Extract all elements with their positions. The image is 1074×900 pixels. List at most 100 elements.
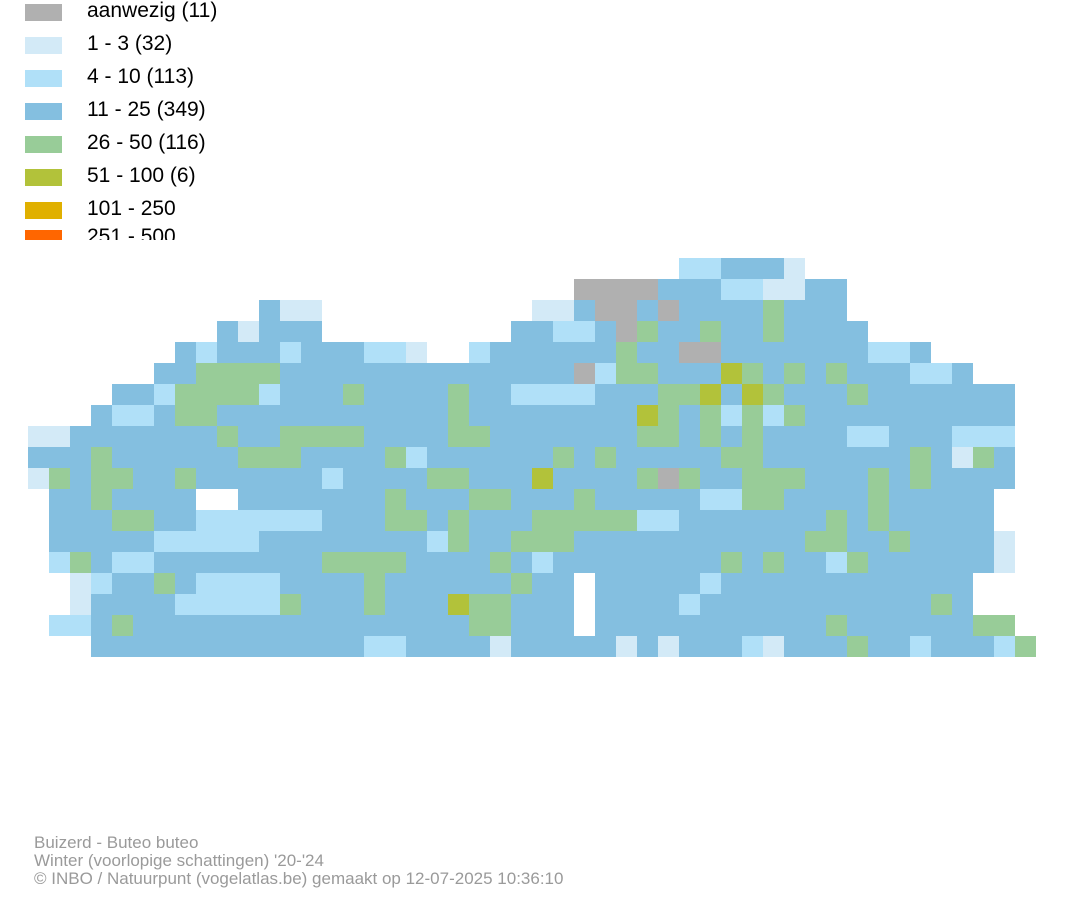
grid-cell [112,384,133,405]
grid-cell [826,321,847,342]
grid-cell [133,594,154,615]
grid-cell [658,615,679,636]
grid-cell [196,426,217,447]
legend-item: 26 - 50 (116) [25,132,345,154]
grid-cell [574,363,595,384]
grid-cell [91,447,112,468]
grid-cell [364,594,385,615]
grid-cell [448,636,469,657]
grid-cell [700,258,721,279]
grid-cell [616,363,637,384]
grid-cell [910,426,931,447]
grid-cell [112,510,133,531]
grid-cell [763,531,784,552]
grid-cell [301,552,322,573]
grid-cell [364,552,385,573]
grid-cell [133,468,154,489]
grid-cell [658,489,679,510]
grid-cell [700,342,721,363]
grid-cell [322,363,343,384]
grid-cell [343,510,364,531]
grid-cell [553,405,574,426]
grid-cell [490,405,511,426]
grid-cell [511,468,532,489]
grid-cell [826,468,847,489]
grid-cell [637,405,658,426]
grid-cell [826,489,847,510]
grid-cell [406,342,427,363]
copyright-notice: © INBO / Natuurpunt (vogelatlas.be) gema… [34,869,564,888]
legend-swatch [25,37,62,54]
grid-cell [49,510,70,531]
grid-cell [385,384,406,405]
grid-cell [490,636,511,657]
legend-label: 4 - 10 (113) [87,65,194,88]
grid-cell [658,447,679,468]
grid-cell [448,594,469,615]
grid-cell [49,426,70,447]
grid-cell [931,531,952,552]
grid-cell [847,510,868,531]
grid-cell [616,405,637,426]
grid-cell [154,573,175,594]
grid-cell [259,384,280,405]
grid-cell [889,405,910,426]
grid-cell [427,363,448,384]
grid-cell [490,468,511,489]
grid-cell [847,405,868,426]
grid-cell [70,447,91,468]
grid-cell [574,636,595,657]
legend-label: 11 - 25 (349) [87,98,206,121]
grid-cell [175,363,196,384]
grid-cell [931,552,952,573]
grid-cell [406,447,427,468]
grid-cell [385,615,406,636]
grid-cell [595,489,616,510]
grid-cell [847,321,868,342]
legend-item: 1 - 3 (32) [25,33,345,55]
grid-cell [154,384,175,405]
grid-cell [553,573,574,594]
grid-cell [826,447,847,468]
grid-cell [511,594,532,615]
grid-cell [742,426,763,447]
grid-cell [280,321,301,342]
grid-cell [910,447,931,468]
grid-cell [322,342,343,363]
grid-cell [427,468,448,489]
grid-cell [238,552,259,573]
grid-cell [217,594,238,615]
grid-cell [637,342,658,363]
legend-swatch [25,169,62,186]
grid-cell [175,384,196,405]
grid-cell [826,615,847,636]
grid-cell [868,573,889,594]
grid-cell [280,531,301,552]
grid-cell [931,615,952,636]
grid-cell [952,384,973,405]
grid-cell [679,552,700,573]
grid-cell [154,594,175,615]
grid-cell [700,636,721,657]
grid-cell [406,468,427,489]
grid-cell [112,636,133,657]
grid-cell [973,510,994,531]
grid-cell [742,552,763,573]
grid-cell [322,426,343,447]
grid-cell [427,636,448,657]
grid-cell [721,405,742,426]
grid-cell [154,489,175,510]
grid-cell [973,384,994,405]
grid-cell [637,279,658,300]
grid-cell [385,489,406,510]
grid-cell [175,615,196,636]
grid-cell [784,594,805,615]
grid-cell [364,615,385,636]
grid-cell [595,363,616,384]
grid-cell [616,615,637,636]
grid-cell [238,426,259,447]
grid-cell [511,321,532,342]
grid-cell [595,615,616,636]
grid-cell [133,531,154,552]
grid-cell [616,384,637,405]
